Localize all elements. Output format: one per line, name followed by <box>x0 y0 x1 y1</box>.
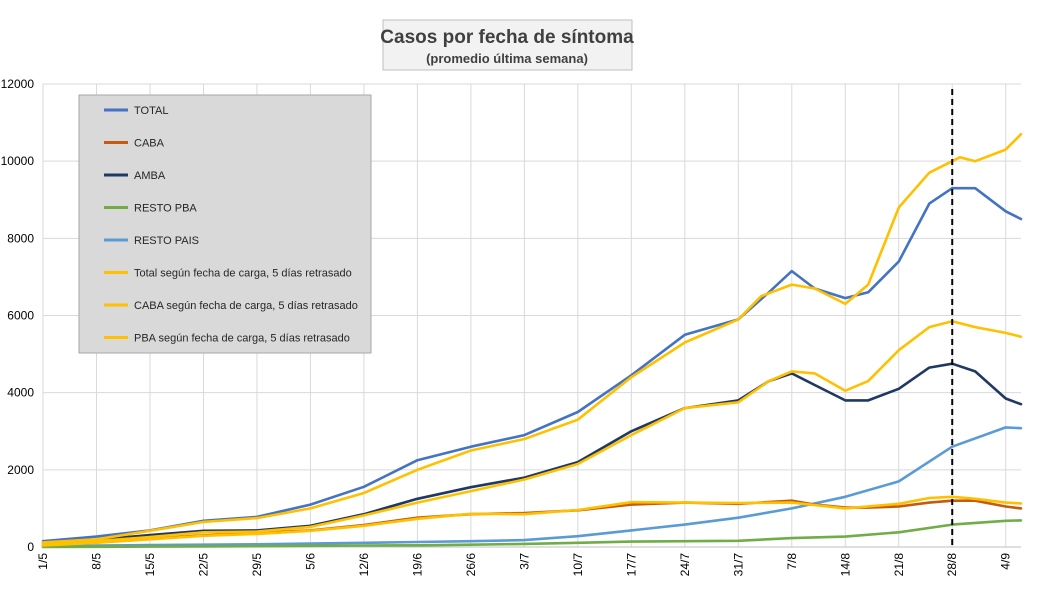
x-tick-label: 17/7 <box>624 553 638 577</box>
y-tick-label: 2000 <box>7 463 34 477</box>
y-tick-label: 8000 <box>7 231 34 245</box>
y-tick-label: 4000 <box>7 386 34 400</box>
legend: TOTAL CABA AMBA RESTO PBA RESTO PAIS Total se… <box>78 94 372 354</box>
legend-label: PBA según fecha de carga, 5 días retrasa… <box>134 333 350 345</box>
x-tick-label: 10/7 <box>571 553 585 577</box>
legend-label: RESTO PBA <box>134 203 197 215</box>
series-lines <box>41 132 1023 549</box>
series-line-7 <box>41 495 1023 547</box>
y-tick-label: 10000 <box>1 154 35 168</box>
x-tick-label: 8/5 <box>89 553 103 570</box>
legend-label: TOTAL <box>134 105 168 117</box>
series-line-8 <box>41 319 1023 546</box>
y-axis-ticks: 0 2000 4000 6000 8000 10000 12000 <box>1 77 35 554</box>
legend-label: CABA <box>134 138 165 150</box>
y-tick-label: 0 <box>27 540 34 554</box>
legend-frame <box>78 94 372 354</box>
chart-title-box: Casos por fecha de síntoma (promedio últ… <box>380 19 634 71</box>
x-tick-label: 1/5 <box>36 553 50 570</box>
legend-label: RESTO PAIS <box>134 235 199 247</box>
series-line-4 <box>41 519 1023 549</box>
x-tick-label: 14/8 <box>838 553 852 577</box>
x-tick-label: 19/6 <box>410 553 424 577</box>
x-axis-ticks: 1/5 8/5 15/5 22/5 29/5 5/6 12/6 19/6 26/6 3/7 10/7… <box>36 553 1013 577</box>
x-tick-label: 4/9 <box>999 553 1013 570</box>
y-tick-label: 6000 <box>7 309 34 323</box>
x-tick-label: 12/6 <box>357 553 371 577</box>
series-line-5 <box>41 426 1023 548</box>
x-tick-label: 21/8 <box>892 553 906 577</box>
series-line-6 <box>41 132 1023 544</box>
x-tick-label: 26/6 <box>464 553 478 577</box>
x-tick-label: 22/5 <box>196 553 210 577</box>
legend-label: Total según fecha de carga, 5 días retra… <box>134 268 352 280</box>
x-tick-label: 31/7 <box>731 553 745 577</box>
x-tick-label: 3/7 <box>517 553 531 570</box>
chart-title: Casos por fecha de síntoma <box>380 27 634 48</box>
x-tick-label: 15/5 <box>143 553 157 577</box>
x-tick-label: 7/8 <box>785 553 799 570</box>
legend-label: CABA según fecha de carga, 5 días retras… <box>134 300 358 312</box>
y-tick-label: 12000 <box>1 77 35 91</box>
legend-label: AMBA <box>134 170 166 182</box>
chart-subtitle: (promedio última semana) <box>426 51 588 66</box>
title-frame <box>382 19 633 71</box>
x-tick-label: 29/5 <box>250 553 264 577</box>
x-tick-label: 5/6 <box>303 553 317 570</box>
x-tick-label: 24/7 <box>678 553 692 577</box>
x-tick-label: 28/8 <box>945 553 959 577</box>
